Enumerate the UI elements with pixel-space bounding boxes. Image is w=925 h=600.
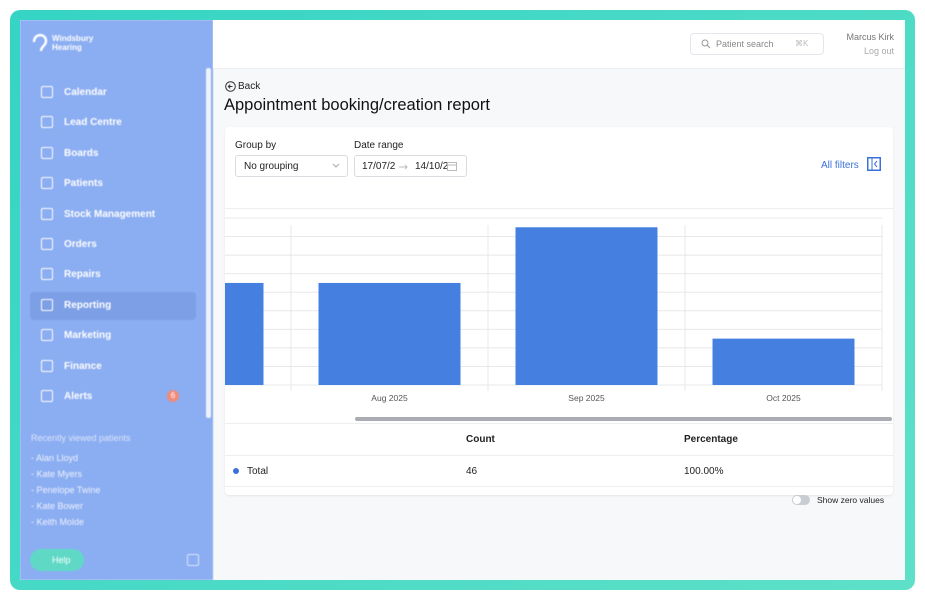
nav-icon (41, 359, 53, 372)
date-to: 14/10/2 (415, 161, 449, 172)
bar (712, 338, 855, 385)
count-cell: 46 (466, 466, 478, 477)
toggle-label: Show zero values (817, 495, 885, 505)
sidebar-scrollbar (206, 68, 211, 418)
search-icon (701, 39, 711, 49)
active-nav-bg (30, 292, 196, 320)
date-range-label: Date range (354, 140, 404, 151)
nav-icon (41, 86, 53, 98)
bar (515, 227, 658, 385)
filters-panel-icon[interactable] (867, 157, 881, 171)
back-icon[interactable] (225, 81, 236, 92)
divider (225, 208, 893, 209)
recent-patient[interactable]: - Kate Myers (31, 469, 83, 479)
divider (225, 486, 893, 487)
nav-icon (41, 390, 53, 402)
series-dot (233, 468, 239, 474)
divider (225, 423, 893, 424)
toggle-knob (793, 496, 801, 504)
alert-badge: 6 (167, 390, 179, 402)
divider (225, 455, 893, 456)
nav-item[interactable]: Reporting (64, 299, 112, 311)
date-range-picker[interactable]: 17/07/2 14/10/2 (354, 155, 467, 177)
nav-item[interactable]: Patients (64, 178, 103, 190)
shortcut: ⌘K (795, 39, 809, 48)
percentage-cell: 100.00% (684, 466, 724, 477)
nav-icon (41, 329, 53, 342)
chart-scrollbar[interactable] (355, 417, 892, 421)
search-placeholder: Patient search (716, 39, 774, 49)
search-box[interactable]: Patient search ⌘K (690, 33, 824, 55)
help-button[interactable]: Help (30, 549, 84, 571)
brand-line: Windsbury (52, 34, 94, 43)
user-name: Marcus Kirk (846, 32, 894, 42)
report-card: Group by No grouping Date range 17/07/2 … (225, 127, 893, 505)
row-label: Total (247, 466, 269, 477)
nav-item[interactable]: Stock Management (64, 208, 156, 220)
group-by-label: Group by (235, 140, 277, 151)
all-filters[interactable]: All filters (821, 160, 859, 171)
nav-icon (41, 207, 53, 220)
page-title: Appointment booking/creation report (224, 96, 490, 114)
x-tick-label: Sep 2025 (568, 393, 605, 403)
nav-icon (41, 238, 53, 250)
arrow-icon (399, 164, 408, 170)
date-from: 17/07/2 (362, 161, 396, 172)
recent-patient[interactable]: - Keith Molde (31, 517, 85, 527)
logout[interactable]: Log out (863, 46, 894, 56)
nav-icon (41, 268, 53, 281)
bar (225, 282, 264, 385)
nav-item[interactable]: Boards (64, 147, 99, 159)
nav-item[interactable]: Repairs (64, 269, 101, 281)
nav-item[interactable]: Lead Centre (64, 117, 122, 129)
topbar: Patient search ⌘K Marcus Kirk Log out (213, 20, 905, 69)
brand-line: Hearing (52, 43, 82, 52)
sidebar: Windsbury Hearing Calendar Lead Centre Boar… (20, 20, 213, 580)
logo (32, 33, 48, 52)
column-header: Count (466, 434, 495, 445)
group-by-value: No grouping (244, 161, 299, 172)
toggle[interactable] (792, 495, 810, 505)
x-tick-label: Aug 2025 (371, 393, 408, 403)
chevron (332, 163, 340, 168)
nav-icon (41, 298, 53, 311)
nav-item[interactable]: Alerts (64, 391, 93, 402)
nav-item[interactable]: Orders (64, 239, 97, 250)
app-screen: Windsbury Hearing Calendar Lead Centre Boar… (20, 20, 905, 580)
bar (318, 282, 461, 385)
recent-patient[interactable]: - Penelope Twine (31, 485, 101, 495)
collapse-icon[interactable] (187, 554, 199, 566)
column-header: Percentage (684, 434, 738, 445)
nav-item[interactable]: Marketing (64, 330, 112, 342)
nav-icon (41, 177, 53, 190)
nav-icon (41, 116, 53, 129)
group-by-select[interactable]: No grouping (235, 155, 348, 177)
calendar-icon (447, 162, 457, 171)
chart: Aug 2025 Sep 2025 Oct 2025 (225, 217, 883, 403)
recent-patient[interactable]: - Kate Bower (31, 501, 84, 511)
x-tick-label: Oct 2025 (766, 393, 801, 403)
nav-item[interactable]: Finance (64, 360, 102, 372)
recent-title: Recently viewed patients (31, 433, 131, 443)
brand: Windsbury Hearing (52, 34, 93, 52)
recent-patient[interactable]: - Alan Lloyd (31, 453, 79, 463)
nav-item[interactable]: Calendar (64, 87, 107, 98)
back-link[interactable]: Back (238, 81, 261, 92)
nav-icon (41, 146, 53, 159)
